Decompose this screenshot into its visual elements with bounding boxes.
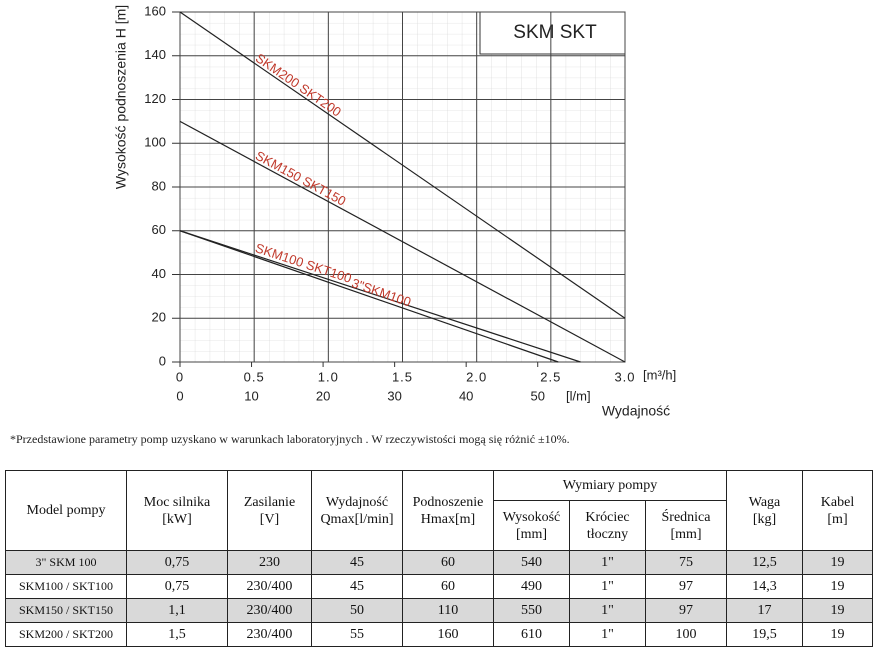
table-cell: 160 [402,622,494,647]
header-cell: Średnica [mm] [645,500,727,551]
pump-table: Model pompy Moc silnika [kW] Zasilanie [… [5,470,873,647]
table-cell: 230 [227,550,312,575]
x-tick-label: 3.0 [614,369,635,384]
y-tick-label: 20 [152,310,166,325]
table-cell: 97 [645,598,727,623]
table-row: SKM200 / SKT200 1,5 230/400 55 160 610 1" 100 19… [5,622,873,647]
table-cell: 1" [569,550,646,575]
table-cell: 540 [493,550,570,575]
table-cell: 19 [802,550,873,575]
x2-unit: [l/m] [566,388,591,403]
x-tick-label: 0 [176,369,184,384]
header-cell: Podnoszenie Hmax[m] [402,470,494,551]
curve [179,11,626,319]
header-cell: Kabel [m] [802,470,873,551]
x-unit: [m³/h] [643,367,676,382]
y-tick-label: 120 [144,91,166,106]
table-cell: 60 [402,550,494,575]
table-cell: 14,3 [726,574,803,599]
table-cell: 230/400 [227,598,312,623]
y-tick-label: 60 [152,222,166,237]
title-box [479,11,626,55]
table-row: 3" SKM 100 0,75 230 45 60 540 1" 75 12,5 19 [5,550,873,575]
table-cell: 0,75 [126,574,228,599]
x2-tick-label: 30 [387,388,401,403]
table-cell: 55 [311,622,403,647]
header-cell: Wysokość [mm] [493,500,570,551]
curve [179,230,581,363]
table-cell: 19 [802,574,873,599]
y-tick-label: 100 [144,135,166,150]
table-cell: 75 [645,550,727,575]
table-cell: 50 [311,598,403,623]
x2-tick-label: 40 [459,388,473,403]
header-cell: Wydajność Qmax[l/min] [311,470,403,551]
y-tick-label: 80 [152,178,166,193]
header-cell: Wymiary pompy [493,470,727,501]
x2-tick-label: 0 [176,388,183,403]
header-cell: Moc silnika [kW] [126,470,228,551]
table-cell: 230/400 [227,622,312,647]
table-cell: 19 [802,598,873,623]
y-tick-label: 0 [159,353,166,368]
table-cell: 17 [726,598,803,623]
table-cell: 45 [311,574,403,599]
header-cell: Model pompy [5,470,127,551]
table-row: SKM150 / SKT150 1,1 230/400 50 110 550 1" 97 17 1… [5,598,873,623]
table-cell: 1,5 [126,622,228,647]
x2-tick-label: 50 [530,388,544,403]
table-cell: 19,5 [726,622,803,647]
table-cell: 1,1 [126,598,228,623]
x-axis-label: Wydajność [602,403,670,419]
table-cell: 97 [645,574,727,599]
x-tick-label: 1.0 [318,369,339,384]
table-cell: SKM200 / SKT200 [5,622,127,647]
x2-tick-label: 20 [316,388,330,403]
y-tick-label: 160 [144,3,166,18]
table-cell: 490 [493,574,570,599]
table-cell: SKM150 / SKT150 [5,598,127,623]
table-cell: 3" SKM 100 [5,550,127,575]
curve [179,230,559,363]
table-cell: 100 [645,622,727,647]
table-cell: 60 [402,574,494,599]
x-tick-label: 1.5 [392,369,413,384]
y-tick-label: 140 [144,47,166,62]
header-cell: Waga [kg] [726,470,803,551]
table-cell: 19 [802,622,873,647]
table-body: 3" SKM 100 0,75 230 45 60 540 1" 75 12,5 19 SKM100… [5,550,873,647]
table-cell: SKM100 / SKT100 [5,574,127,599]
table-cell: 0,75 [126,550,228,575]
header-cell: Króciec tłoczny [569,500,646,551]
chart-title: SKM SKT [513,22,597,43]
x-tick-label: 2.0 [466,369,487,384]
table-cell: 550 [493,598,570,623]
table-row: SKM100 / SKT100 0,75 230/400 45 60 490 1" 97 14,… [5,574,873,599]
y-axis-label: Wysokość podnoszenia H [m] [113,5,129,189]
table-cell: 1" [569,622,646,647]
curve [179,120,626,363]
chart: SKM SKT Wysokość podnoszenia H [m] [m³/h… [113,3,677,419]
table-cell: 610 [493,622,570,647]
x-tick-label: 0.5 [244,369,265,384]
header-cell: Zasilanie [V] [227,470,312,551]
x2-tick-label: 10 [244,388,258,403]
table-cell: 110 [402,598,494,623]
footnote: *Przedstawione parametry pomp uzyskano w… [10,432,570,446]
x-tick-label: 2.5 [540,369,561,384]
table-cell: 230/400 [227,574,312,599]
table-cell: 1" [569,598,646,623]
table-cell: 12,5 [726,550,803,575]
y-tick-label: 40 [152,266,166,281]
table-cell: 1" [569,574,646,599]
table-cell: 45 [311,550,403,575]
